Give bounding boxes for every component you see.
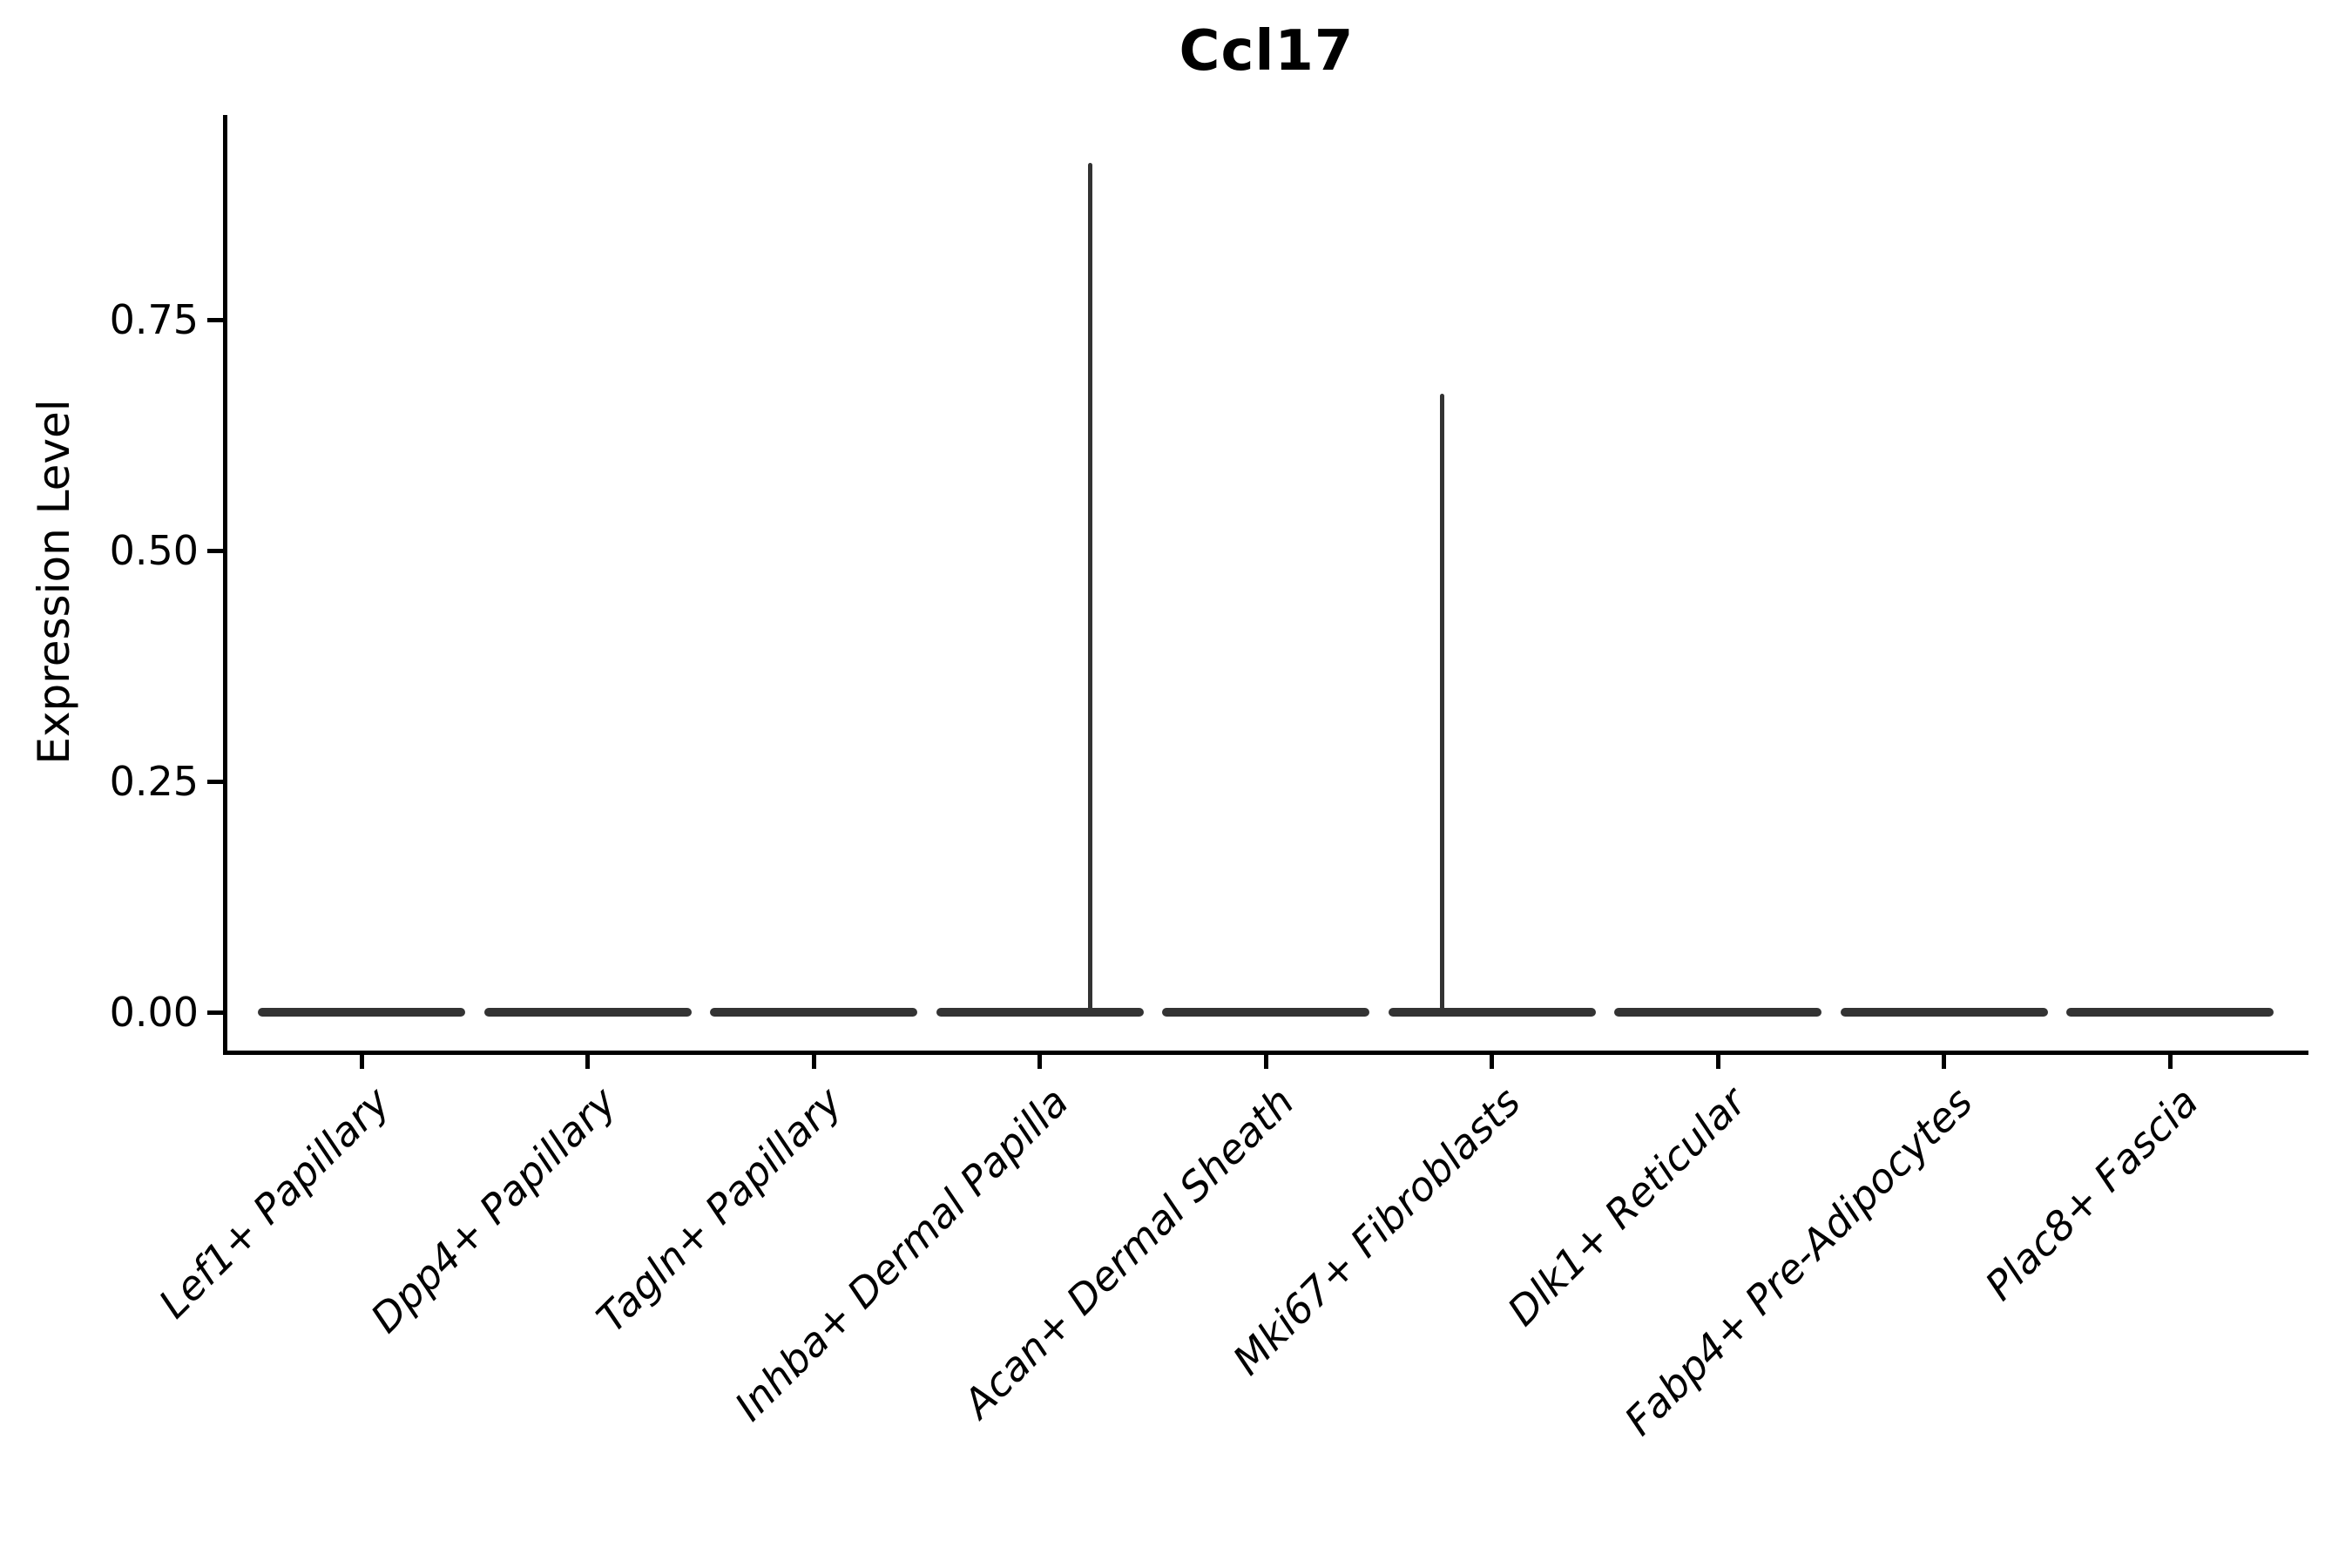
x-tick-label: Dlk1+ Reticular [1498, 1078, 1755, 1335]
x-tick [1263, 1055, 1268, 1069]
x-tick-label: Dpp4+ Papillary [361, 1078, 625, 1342]
x-tick-label: Plac8+ Fascia [1976, 1078, 2207, 1309]
y-tick-label: 0.75 [109, 296, 199, 343]
x-tick [1715, 1055, 1720, 1069]
violin-flat-body [1840, 1008, 2048, 1017]
violin-flat-body [483, 1008, 692, 1017]
x-tick-label: Fabp4+ Pre-Adipocytes [1614, 1078, 1982, 1444]
x-tick-label: Mki67+ Fibroblasts [1223, 1078, 1530, 1384]
chart-title: Ccl17 [1179, 19, 1355, 84]
x-tick-label: Lef1+ Papillary [149, 1078, 399, 1328]
x-tick [1490, 1055, 1494, 1069]
x-tick-label: Acan+ Dermal Sheath [954, 1078, 1303, 1427]
violin-flat-body [710, 1008, 917, 1017]
x-tick-label: Inhba+ Dermal Papilla [725, 1078, 1078, 1429]
violin-flat-body [1614, 1008, 1821, 1017]
violin-flat-body [1162, 1008, 1369, 1017]
x-tick [1037, 1055, 1042, 1069]
y-tick-label: 0.50 [109, 527, 199, 574]
y-tick [207, 1010, 223, 1015]
violin-flat-body [2066, 1008, 2274, 1017]
y-axis-spine [223, 115, 227, 1055]
x-axis-spine [223, 1051, 2308, 1055]
x-tick-label: Tagln+ Papillary [587, 1078, 851, 1342]
y-tick-label: 0.00 [109, 989, 199, 1036]
violin-flat-body [936, 1008, 1144, 1017]
x-tick [1942, 1055, 1946, 1069]
x-tick [359, 1055, 364, 1069]
violin-spike [1439, 393, 1444, 1015]
y-tick [207, 548, 223, 553]
y-tick [207, 317, 223, 322]
violin-flat-body [258, 1008, 465, 1017]
x-tick [2167, 1055, 2173, 1069]
y-tick-label: 0.25 [109, 758, 199, 805]
violin-spike [1087, 162, 1092, 1015]
x-tick [811, 1055, 816, 1069]
y-tick [207, 779, 223, 784]
violin-flat-body [1388, 1008, 1596, 1017]
x-tick [585, 1055, 590, 1069]
